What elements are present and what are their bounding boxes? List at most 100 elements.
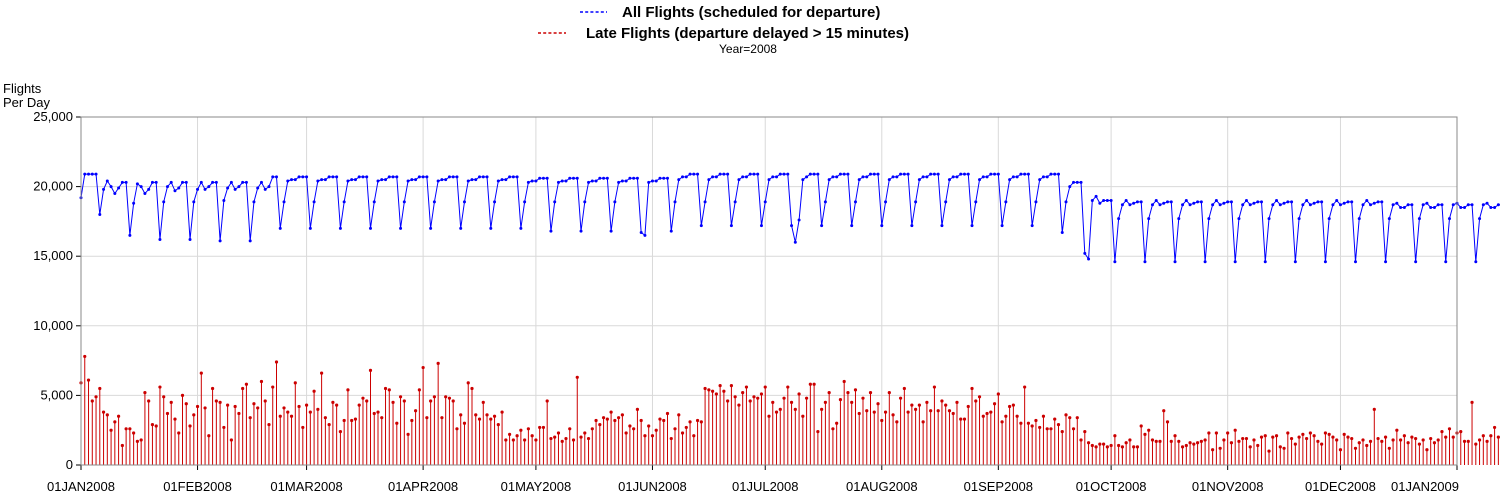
all-flights-point xyxy=(406,179,410,183)
late-flights-point xyxy=(1199,439,1203,443)
late-flights-point xyxy=(207,434,211,438)
x-tick-label: 01NOV2008 xyxy=(1192,479,1264,494)
all-flights-point xyxy=(835,175,839,179)
late-flights-point xyxy=(459,413,463,417)
all-flights-point xyxy=(1252,201,1256,205)
late-flights-point xyxy=(116,414,121,418)
legend-item-all-flights[interactable]: All Flights (scheduled for departure) xyxy=(580,4,880,21)
all-flights-point xyxy=(797,218,801,222)
late-flights-point xyxy=(763,385,767,389)
late-flights-point xyxy=(98,386,102,391)
all-flights-point xyxy=(1128,203,1132,207)
all-flights-point xyxy=(188,237,192,241)
late-flights-point xyxy=(925,400,929,404)
late-flights-point xyxy=(342,418,346,423)
all-flights-point xyxy=(1023,172,1027,176)
all-flights-point xyxy=(620,179,624,183)
all-flights-point xyxy=(290,178,294,182)
late-flights-point xyxy=(571,438,576,442)
all-flights-point xyxy=(1068,185,1072,189)
late-flights-point xyxy=(143,391,147,395)
late-flights-point xyxy=(823,400,827,404)
late-flights-point xyxy=(383,386,388,391)
late-flights-point xyxy=(241,386,245,391)
all-flights-point xyxy=(850,224,854,228)
all-flights-point xyxy=(1493,205,1497,209)
all-flights-point xyxy=(609,229,613,233)
late-flights-point xyxy=(274,360,279,364)
late-flights-point xyxy=(1383,435,1388,439)
late-flights-point xyxy=(1237,439,1241,443)
late-flights-point xyxy=(1474,442,1478,446)
all-flights-point xyxy=(1034,200,1038,204)
all-flights-point xyxy=(1173,260,1177,264)
late-flights-point xyxy=(1132,445,1136,449)
all-flights-point xyxy=(1064,200,1068,204)
all-flights-point xyxy=(1387,217,1391,221)
late-flights-point xyxy=(222,425,226,430)
all-flights-point xyxy=(1143,260,1147,264)
all-flights-point xyxy=(632,176,636,180)
late-flights-point xyxy=(906,410,910,414)
all-flights-point xyxy=(226,186,230,190)
all-flights-point xyxy=(481,175,485,179)
legend-item-late-flights[interactable]: Late Flights (departure delayed > 15 min… xyxy=(538,25,909,42)
all-flights-point xyxy=(1105,199,1109,203)
all-flights-point xyxy=(981,175,985,179)
all-flights-point xyxy=(113,192,117,196)
all-flights-point xyxy=(940,224,944,228)
all-flights-point xyxy=(1305,199,1309,203)
all-flights-point xyxy=(556,180,560,184)
all-flights-point xyxy=(1060,231,1064,235)
all-flights-point xyxy=(1030,224,1034,228)
late-flights-point xyxy=(820,407,824,411)
late-flights-point xyxy=(1008,404,1012,409)
all-flights-point xyxy=(624,179,628,183)
late-flights-point xyxy=(729,384,734,388)
late-flights-point xyxy=(962,417,967,421)
late-flights-point xyxy=(767,414,771,418)
all-flights-point xyxy=(147,187,151,191)
late-flights-point xyxy=(1492,425,1497,430)
late-flights-point xyxy=(692,434,696,438)
all-flights-point xyxy=(1181,203,1185,207)
late-flights-point xyxy=(1417,442,1422,446)
all-flights-point xyxy=(808,172,812,176)
all-flights-point xyxy=(1184,199,1188,203)
late-flights-point xyxy=(94,395,98,399)
all-flights-point xyxy=(493,200,497,204)
late-flights-point xyxy=(1267,449,1271,453)
all-flights-point xyxy=(1124,199,1128,203)
late-flights-point xyxy=(737,403,741,407)
late-flights-point xyxy=(887,391,891,395)
late-flights-point xyxy=(594,418,598,423)
all-flights-point xyxy=(654,179,658,183)
all-flights-point xyxy=(173,189,177,193)
all-flights-point xyxy=(1335,199,1339,203)
late-flights-point xyxy=(1056,423,1061,427)
late-flights-point xyxy=(741,391,745,395)
late-flights-point xyxy=(293,381,297,385)
late-flights-point xyxy=(1184,443,1188,448)
y-tick-label: 5,000 xyxy=(40,387,73,402)
late-flights-point xyxy=(226,403,230,407)
late-flights-point xyxy=(113,420,117,424)
late-flights-point xyxy=(1169,439,1173,443)
late-flights-point xyxy=(1083,429,1087,434)
all-flights-point xyxy=(353,178,357,182)
all-flights-point xyxy=(83,172,87,176)
legend: All Flights (scheduled for departure) La… xyxy=(538,4,909,56)
late-flights-point xyxy=(1068,416,1072,420)
y-tick-label: 0 xyxy=(66,457,73,472)
late-flights-point xyxy=(1023,385,1027,389)
late-flights-point xyxy=(1387,446,1391,450)
all-flights-point xyxy=(1451,203,1455,207)
y-tick-label: 25,000 xyxy=(33,109,73,124)
all-flights-point xyxy=(1478,217,1482,221)
late-flights-point xyxy=(368,368,373,372)
late-flights-point xyxy=(857,411,861,416)
all-flights-point xyxy=(244,180,248,184)
late-flights-point xyxy=(974,399,978,403)
all-flights-point xyxy=(707,178,711,182)
late-flights-point xyxy=(1259,435,1264,439)
